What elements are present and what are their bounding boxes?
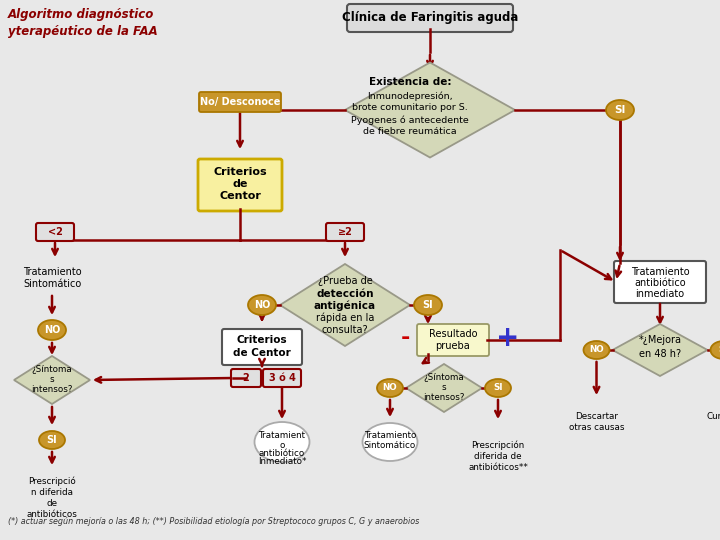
Text: ≥2: ≥2 [338, 227, 352, 237]
Text: Inmunodepresión,: Inmunodepresión, [367, 91, 453, 101]
Ellipse shape [414, 295, 442, 315]
Ellipse shape [377, 379, 403, 397]
Text: Existencia de:: Existencia de: [369, 77, 451, 87]
Text: SI: SI [493, 383, 503, 393]
Text: *¿Mejora: *¿Mejora [639, 335, 682, 345]
Text: de: de [233, 179, 248, 189]
Ellipse shape [254, 422, 310, 462]
Text: Pyogenes ó antecedente: Pyogenes ó antecedente [351, 115, 469, 125]
Text: Tratamiento
Sintomático: Tratamiento Sintomático [23, 267, 81, 289]
Text: inmediato: inmediato [636, 289, 685, 299]
Polygon shape [14, 356, 90, 404]
Text: Tratamient: Tratamient [258, 431, 305, 441]
Text: s: s [50, 375, 54, 383]
FancyBboxPatch shape [198, 159, 282, 211]
Text: NO: NO [44, 325, 60, 335]
Text: detección: detección [316, 289, 374, 299]
Text: 3 ó 4: 3 ó 4 [269, 373, 295, 383]
Ellipse shape [39, 431, 65, 449]
Text: Criterios: Criterios [237, 335, 287, 345]
Text: <2: <2 [48, 227, 63, 237]
Text: Criterios: Criterios [213, 167, 267, 177]
Text: SI: SI [47, 435, 58, 445]
Text: intensos?: intensos? [423, 393, 464, 402]
Polygon shape [613, 324, 708, 376]
Text: 2: 2 [243, 373, 249, 383]
Text: antigénica: antigénica [314, 301, 376, 311]
Ellipse shape [362, 423, 418, 461]
Text: SI: SI [423, 300, 433, 310]
Text: +: + [496, 324, 520, 352]
Polygon shape [280, 264, 410, 346]
Text: Algoritmo diagnóstico
yterapéutico de la FAA: Algoritmo diagnóstico yterapéutico de la… [8, 8, 158, 38]
FancyBboxPatch shape [614, 261, 706, 303]
Polygon shape [406, 364, 482, 412]
Text: antibiótico: antibiótico [259, 449, 305, 458]
Text: SI: SI [719, 346, 720, 354]
Text: Prescripción
diferida de
antibióticos**: Prescripción diferida de antibióticos** [468, 440, 528, 472]
Text: Centor: Centor [219, 191, 261, 201]
Text: Curació
n: Curació n [707, 412, 720, 432]
FancyBboxPatch shape [347, 4, 513, 32]
Text: No/ Desconoce: No/ Desconoce [200, 97, 280, 107]
FancyBboxPatch shape [222, 329, 302, 365]
Text: SI: SI [614, 105, 626, 115]
Text: NO: NO [382, 383, 397, 393]
Text: Inmediato*: Inmediato* [258, 457, 306, 467]
FancyBboxPatch shape [231, 369, 261, 387]
Ellipse shape [38, 320, 66, 340]
Text: intensos?: intensos? [31, 384, 73, 394]
Text: -: - [400, 328, 410, 348]
Text: Sintomático: Sintomático [364, 442, 416, 450]
Text: antibiótico: antibiótico [634, 278, 686, 288]
Ellipse shape [583, 341, 610, 359]
Text: Tratamiento: Tratamiento [631, 267, 689, 277]
Text: en 48 h?: en 48 h? [639, 349, 681, 359]
Ellipse shape [248, 295, 276, 315]
Text: prueba: prueba [436, 341, 470, 351]
Text: ¿Prueba de: ¿Prueba de [318, 276, 372, 286]
Text: Clínica de Faringitis aguda: Clínica de Faringitis aguda [342, 11, 518, 24]
FancyBboxPatch shape [199, 92, 281, 112]
Text: Tratamiento: Tratamiento [364, 431, 416, 441]
Text: ¿Síntoma: ¿Síntoma [423, 374, 464, 382]
Text: (*) actuar según mejoría o las 48 h; (**) Posibilidad etiología por Streptococo : (*) actuar según mejoría o las 48 h; (**… [8, 517, 419, 526]
Text: Prescripció
n diferida
de
antibióticos: Prescripció n diferida de antibióticos [27, 477, 78, 519]
Text: o: o [279, 441, 284, 449]
Text: s: s [441, 382, 446, 392]
Text: rápida en la: rápida en la [316, 313, 374, 323]
Text: ¿Síntoma: ¿Síntoma [32, 366, 73, 375]
Text: consulta?: consulta? [322, 325, 369, 335]
Text: NO: NO [589, 346, 604, 354]
Ellipse shape [485, 379, 511, 397]
Text: Descartar
otras causas: Descartar otras causas [569, 412, 624, 432]
Text: de fiebre reumática: de fiebre reumática [363, 127, 456, 137]
Text: brote comunitario por S.: brote comunitario por S. [352, 104, 468, 112]
Text: Resultado: Resultado [428, 329, 477, 339]
Ellipse shape [606, 100, 634, 120]
Text: NO: NO [254, 300, 270, 310]
Text: de Centor: de Centor [233, 348, 291, 358]
FancyBboxPatch shape [263, 369, 301, 387]
Polygon shape [345, 63, 515, 158]
FancyBboxPatch shape [36, 223, 74, 241]
Ellipse shape [711, 341, 720, 359]
FancyBboxPatch shape [417, 324, 489, 356]
FancyBboxPatch shape [326, 223, 364, 241]
